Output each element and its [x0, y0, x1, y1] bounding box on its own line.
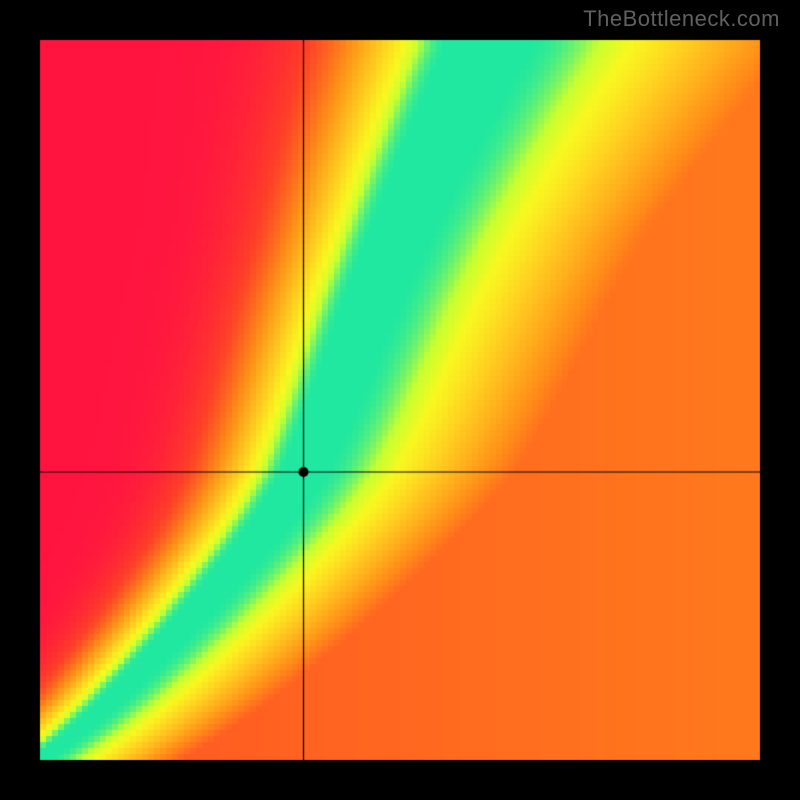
bottleneck-heatmap — [0, 0, 800, 800]
watermark-text: TheBottleneck.com — [583, 6, 780, 32]
chart-container: TheBottleneck.com — [0, 0, 800, 800]
